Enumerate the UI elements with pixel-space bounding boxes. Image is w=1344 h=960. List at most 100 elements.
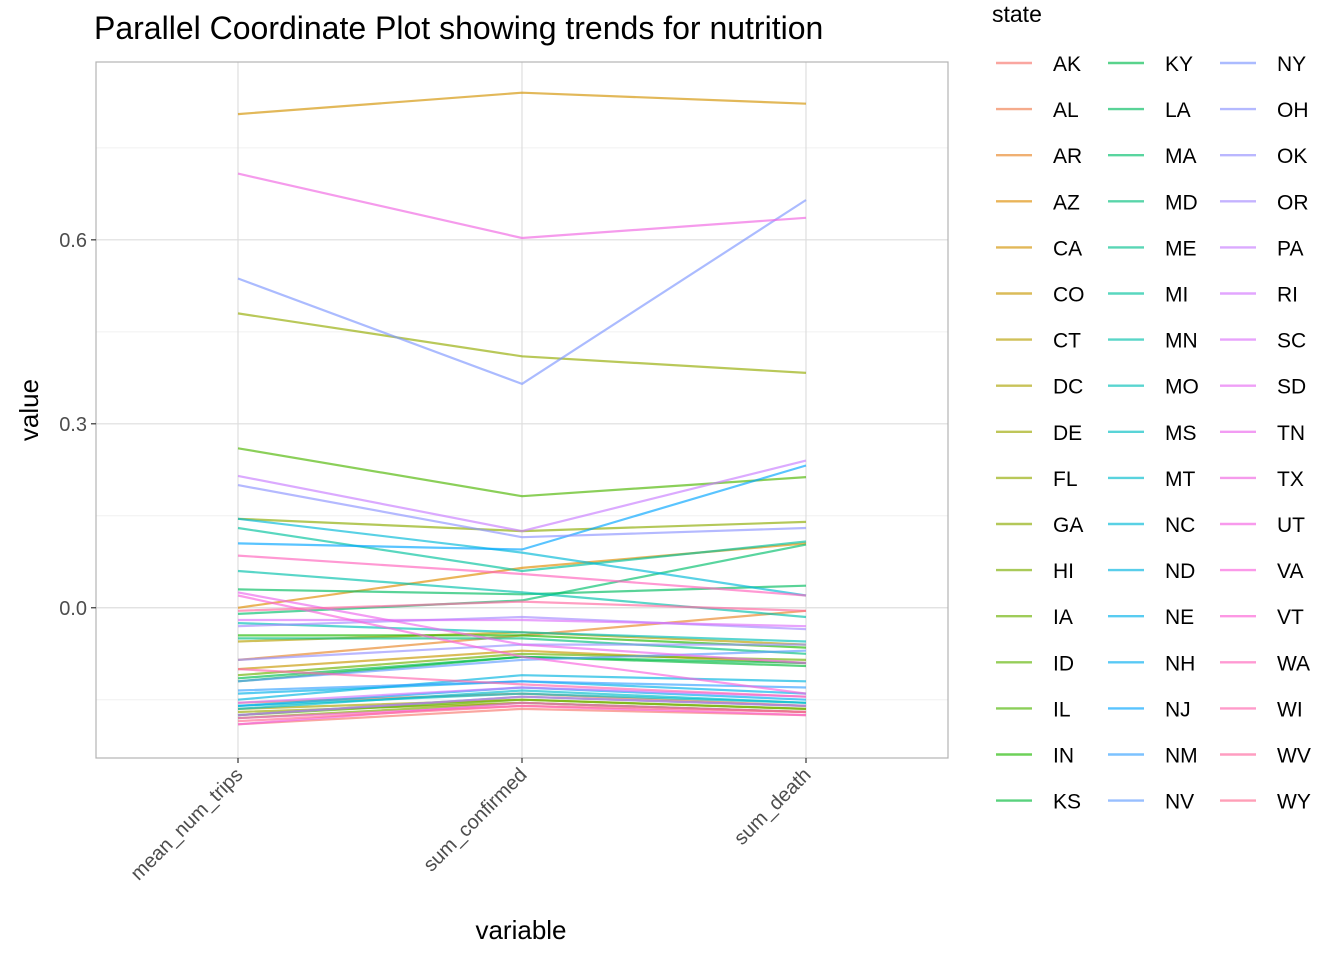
legend-item: NJ [1108,698,1191,721]
legend-item: TN [1220,422,1305,445]
legend-label: NY [1277,53,1306,76]
series-line-oh [237,484,807,539]
legend-label: FL [1053,468,1078,491]
legend-item: SD [1220,376,1306,399]
legend-item: NC [1108,514,1195,537]
legend-label: IA [1053,606,1073,629]
legend-label: NE [1165,606,1194,629]
plot-area [95,61,949,759]
legend-item: UT [1220,514,1305,537]
legend-item: AK [996,53,1081,76]
legend-label: WA [1277,652,1310,675]
legend-label: AZ [1053,191,1080,214]
legend-item: ME [1108,237,1197,260]
series-line-pa [237,459,807,533]
legend-label: MO [1165,376,1199,399]
legend-item: IL [996,698,1071,721]
legend-label: AL [1053,99,1079,122]
series-line-wy [237,704,807,723]
legend-item: HI [996,560,1074,583]
y-tick-label: 0.6 [59,230,87,252]
series-line-tn [237,591,807,665]
legend-label: ID [1053,652,1074,675]
legend-label: OH [1277,99,1309,122]
legend-label: NC [1165,514,1195,537]
legend-item: MI [1108,284,1188,307]
chart-title: Parallel Coordinate Plot showing trends … [94,10,823,46]
legend-item: IN [996,745,1074,768]
legend-label: WI [1277,698,1303,721]
y-axis: 0.0 0.3 0.6 [59,230,96,620]
series-line-mi [237,526,807,573]
legend-item: GA [996,514,1083,537]
series-line-md [238,637,807,655]
legend-item: AZ [996,191,1080,214]
legend-item: MN [1108,330,1198,353]
series-line-fl [237,312,807,374]
legend-item: CO [996,284,1085,307]
legend-label: NJ [1165,698,1191,721]
legend-label: CT [1053,330,1081,353]
legend-label: MI [1165,284,1188,307]
series-line-nm [237,680,807,692]
legend-label: MT [1165,468,1195,491]
y-axis-title: value [14,379,44,441]
legend-item: WI [1220,698,1303,721]
legend-item: RI [1220,284,1298,307]
series-line-tx [237,172,807,240]
series-line-wv [237,600,807,612]
series-line-va [237,594,807,695]
legend-item: NE [1108,606,1194,629]
legend-label: WV [1277,745,1311,768]
legend-label: IN [1053,745,1074,768]
series-line-sd [237,695,807,717]
legend-label: PA [1277,237,1303,260]
legend-label: OR [1277,191,1309,214]
legend-item: KS [996,791,1081,814]
legend-item: IA [996,606,1073,629]
series-lines [237,91,807,726]
y-tick-label: 0.0 [59,598,87,620]
series-line-ca [237,91,807,116]
legend-item: OR [1220,191,1309,214]
series-line-ny [237,199,807,385]
series-line-wa [237,554,807,597]
legend-item: FL [996,468,1078,491]
legend-label: ME [1165,237,1197,260]
legend-label: MD [1165,191,1198,214]
legend-label: CO [1053,284,1085,307]
legend-label: ND [1165,560,1195,583]
legend-item: CT [996,330,1081,353]
legend-item: SC [1220,330,1306,353]
legend-item: MT [1108,468,1195,491]
legend-label: HI [1053,560,1074,583]
legend-item: AR [996,145,1082,168]
legend-item: ID [996,652,1074,675]
legend-item: CA [996,237,1082,260]
series-line-mo [237,622,807,643]
legend-item: AL [996,99,1079,122]
legend-label: SD [1277,376,1306,399]
legend-label: MN [1165,330,1198,353]
legend-item: TX [1220,468,1304,491]
legend-label: VA [1277,560,1303,583]
legend-item: WA [1220,652,1310,675]
legend-label: IL [1053,698,1071,721]
legend-item: LA [1108,99,1191,122]
series-line-nd [237,674,807,701]
legend-item: NH [1108,652,1195,675]
x-axis-title: variable [475,915,566,945]
legend-item: WV [1220,745,1311,768]
legend-item: OK [1220,145,1307,168]
legend-label: NH [1165,652,1195,675]
legend-title: state [992,1,1042,27]
legend-label: MS [1165,422,1197,445]
legend-item: VT [1220,606,1304,629]
legend-item: MD [1108,191,1198,214]
legend-label: KY [1165,53,1193,76]
legend-label: WY [1277,791,1311,814]
legend-item: OH [1220,99,1309,122]
legend-label: RI [1277,284,1298,307]
legend-label: LA [1165,99,1191,122]
